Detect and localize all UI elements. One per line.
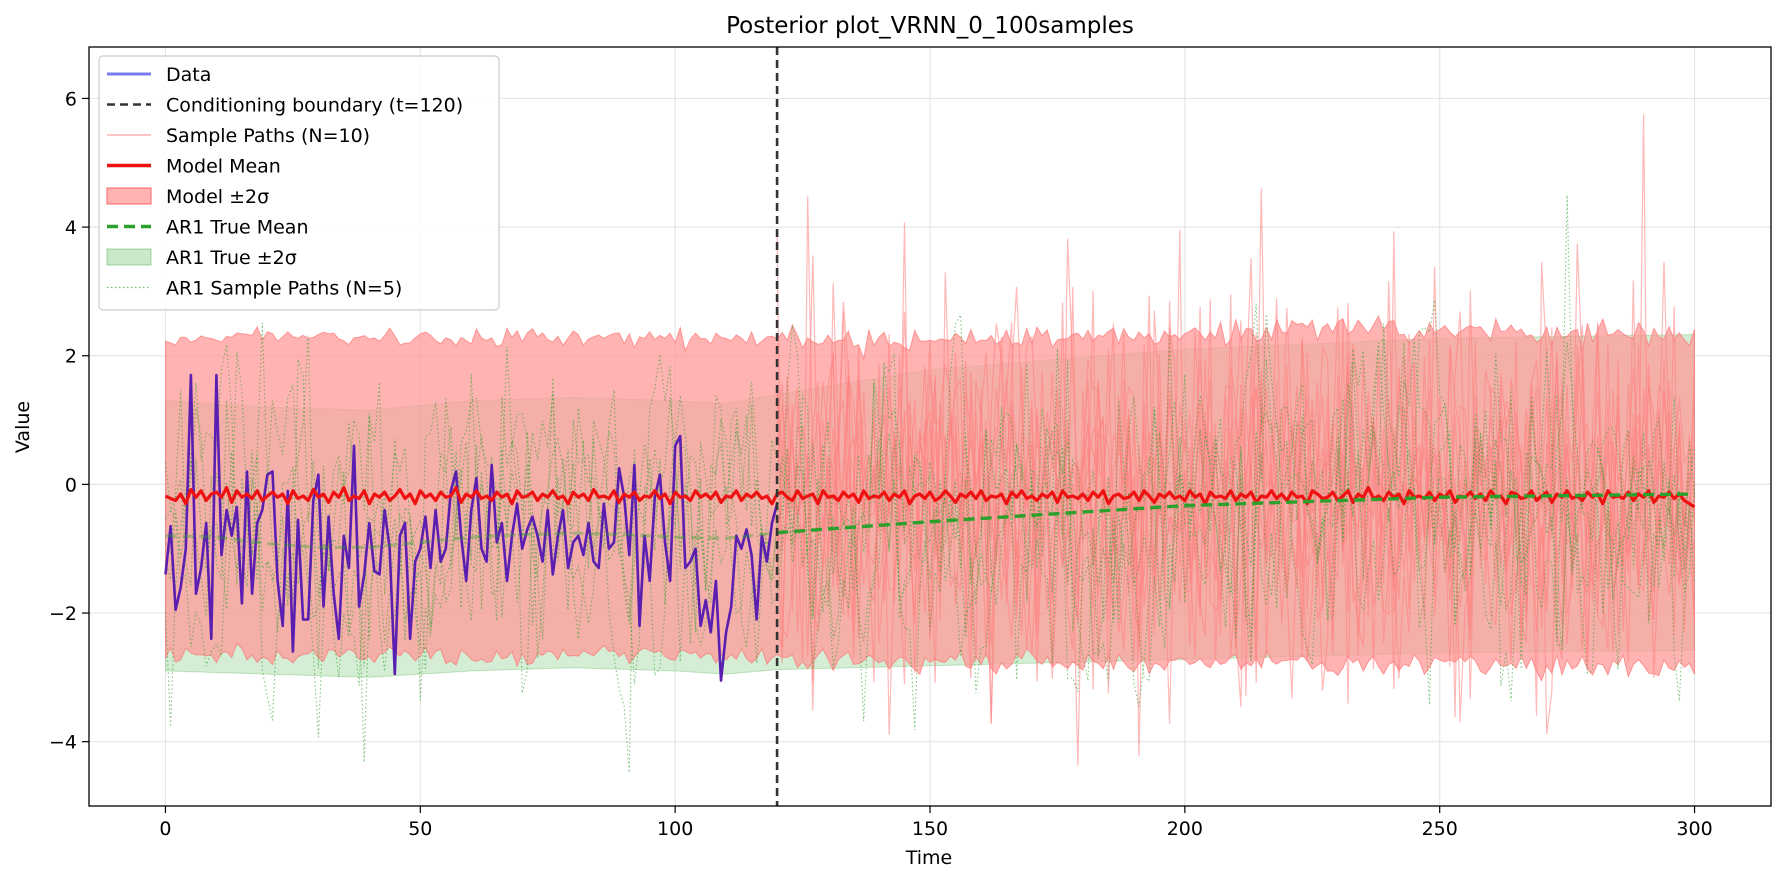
legend-box <box>98 55 500 311</box>
y-tick-label: −2 <box>49 603 77 625</box>
ar1-sample-path-line <box>164 299 1695 773</box>
legend-label: AR1 True Mean <box>166 217 309 239</box>
y-axis-ticks: −4 −2 0 2 4 6 <box>49 88 89 754</box>
y-tick-label: 6 <box>65 88 77 110</box>
legend: Data Conditioning boundary (t=120) Sample … <box>98 55 500 311</box>
y-tick-label: 0 <box>65 474 77 496</box>
x-axis-label: Time <box>905 847 953 869</box>
chart-title: Posterior plot_VRNN_0_100samples <box>726 13 1134 39</box>
legend-label: Model ±2σ <box>166 186 269 208</box>
ar1-mean-line-conditioned <box>165 531 778 550</box>
x-tick-label: 100 <box>657 818 693 840</box>
y-tick-label: 2 <box>65 346 77 368</box>
data-series-line <box>164 373 779 682</box>
legend-item: AR1 Sample Paths (N=5) <box>107 278 402 300</box>
legend-label: AR1 True ±2σ <box>166 247 297 269</box>
legend-label: Conditioning boundary (t=120) <box>166 95 463 117</box>
x-tick-label: 300 <box>1676 818 1712 840</box>
legend-item: Data <box>107 64 211 86</box>
sample-path-line <box>776 303 1695 711</box>
x-tick-label: 250 <box>1422 818 1458 840</box>
x-tick-label: 200 <box>1167 818 1203 840</box>
sample-paths-layer <box>164 114 1696 773</box>
ar1-sample-path-line <box>164 346 1696 763</box>
legend-label: Model Mean <box>166 156 281 178</box>
legend-label: AR1 Sample Paths (N=5) <box>166 278 402 300</box>
legend-item: AR1 True ±2σ <box>106 247 297 269</box>
ar1-mean-line <box>777 492 1695 535</box>
legend-item: Model ±2σ <box>106 186 269 208</box>
sample-path-line <box>776 222 1696 716</box>
sample-path-line <box>776 114 1696 757</box>
legend-ar1-band-swatch <box>106 248 152 266</box>
legend-model-band-swatch <box>106 187 152 205</box>
x-axis-ticks: 0 50 100 150 200 250 300 <box>159 806 1713 840</box>
legend-label: Data <box>166 64 211 86</box>
legend-item: Sample Paths (N=10) <box>107 125 370 147</box>
x-tick-label: 0 <box>159 818 171 840</box>
ar1-sample-path-line <box>165 195 1696 701</box>
x-tick-label: 50 <box>408 818 432 840</box>
ar1-sample-path-line <box>165 323 1696 722</box>
x-tick-label: 150 <box>912 818 948 840</box>
legend-label: Sample Paths (N=10) <box>166 125 370 147</box>
legend-item: Model Mean <box>107 156 281 178</box>
legend-item: Conditioning boundary (t=120) <box>107 95 463 117</box>
legend-item: AR1 True Mean <box>107 217 309 239</box>
y-tick-label: −4 <box>49 732 77 754</box>
y-tick-label: 4 <box>65 217 77 239</box>
lines-layer <box>164 47 1696 806</box>
ar1-sample-path-line <box>164 304 1696 681</box>
model-mean-line <box>164 486 1696 509</box>
y-axis-label: Value <box>12 401 34 453</box>
